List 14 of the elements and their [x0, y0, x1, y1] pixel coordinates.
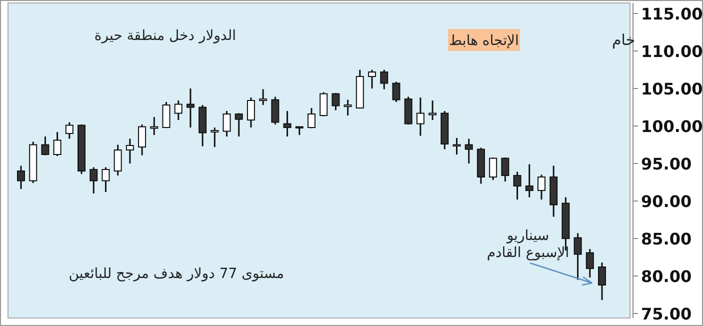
y-tick-label: 115.00 — [641, 4, 703, 24]
annotation: الإتجاه هابط — [449, 33, 519, 49]
annotation: سيناريو الإسبوع القادم — [486, 228, 570, 261]
y-tick-label: 110.00 — [641, 42, 703, 61]
y-tick-label: 105.00 — [641, 80, 703, 98]
y-tick-label: 95.00 — [641, 154, 692, 174]
annotation: الدولار دخل منطقة حيرة — [94, 28, 236, 44]
annotation: مستوى 77 دولار هدف مرجح للبائعين — [68, 266, 284, 282]
text: خام — [612, 31, 636, 49]
y-tick-label: 85.00 — [641, 230, 692, 248]
y-tick-label: 90.00 — [641, 192, 692, 211]
y-tick-label: 75.00 — [641, 304, 692, 324]
y-tick-label: 100.00 — [641, 117, 703, 136]
y-tick-label: 80.00 — [641, 267, 692, 286]
